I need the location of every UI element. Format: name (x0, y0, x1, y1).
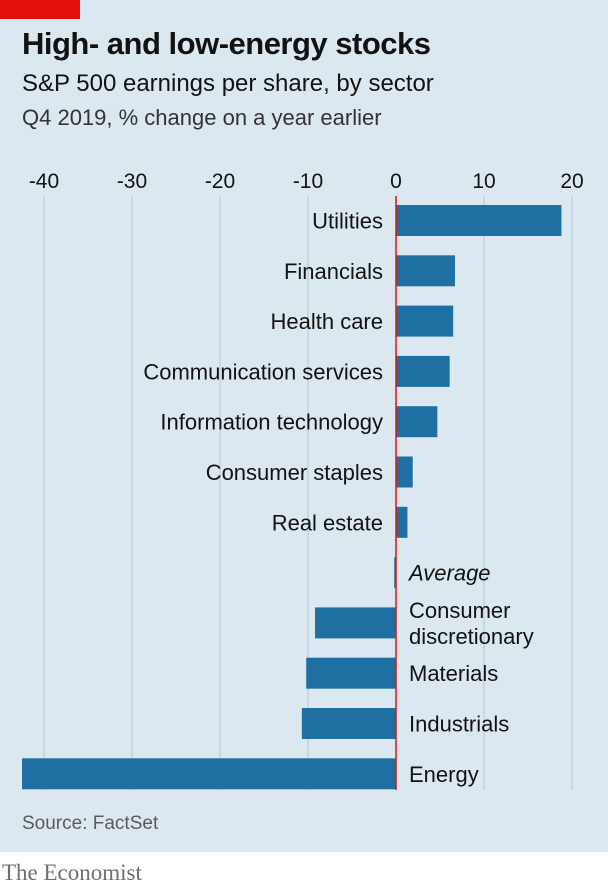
category-label: Industrials (409, 712, 509, 737)
bar (22, 758, 396, 790)
x-tick-label: 20 (560, 170, 583, 193)
category-label: Communication services (143, 359, 383, 384)
x-tick-label: -40 (29, 170, 59, 193)
bar (396, 305, 454, 337)
category-label: Real estate (272, 510, 383, 535)
bar (396, 506, 408, 538)
category-label: Materials (409, 661, 498, 686)
x-tick-label: 0 (390, 170, 402, 193)
bar (306, 657, 396, 689)
category-label: Energy (409, 762, 479, 787)
bar-chart: -40 -30 -20 -10 0 10 20 Utilities Financials Heal… (22, 170, 584, 790)
x-tick-label: -30 (117, 170, 147, 193)
bar (396, 456, 413, 488)
category-label: Information technology (160, 410, 383, 435)
economist-logo: The Economist (2, 860, 142, 885)
category-label: Consumer staples (206, 460, 383, 485)
category-label: Financials (284, 259, 383, 284)
category-label: Consumer discretionary (409, 598, 534, 649)
category-label: Average (407, 561, 491, 586)
source-note: Source: FactSet (22, 813, 159, 834)
bar (396, 205, 562, 236)
bar (315, 607, 396, 639)
bar (301, 708, 396, 739)
bar (396, 355, 450, 387)
bar (396, 255, 455, 287)
chart-subtitle: S&P 500 earnings per share, by sector (22, 70, 434, 97)
x-tick-label: 10 (472, 170, 495, 193)
bar (394, 557, 396, 589)
category-label: Health care (270, 309, 383, 334)
brand-red-tab (0, 0, 80, 19)
chart-unit-subtitle: Q4 2019, % change on a year earlier (22, 105, 382, 130)
bar (396, 406, 438, 438)
category-label: Utilities (312, 209, 383, 234)
chart-title: High- and low-energy stocks (22, 26, 431, 61)
x-tick-label: -10 (293, 170, 323, 193)
x-tick-label: -20 (205, 170, 235, 193)
